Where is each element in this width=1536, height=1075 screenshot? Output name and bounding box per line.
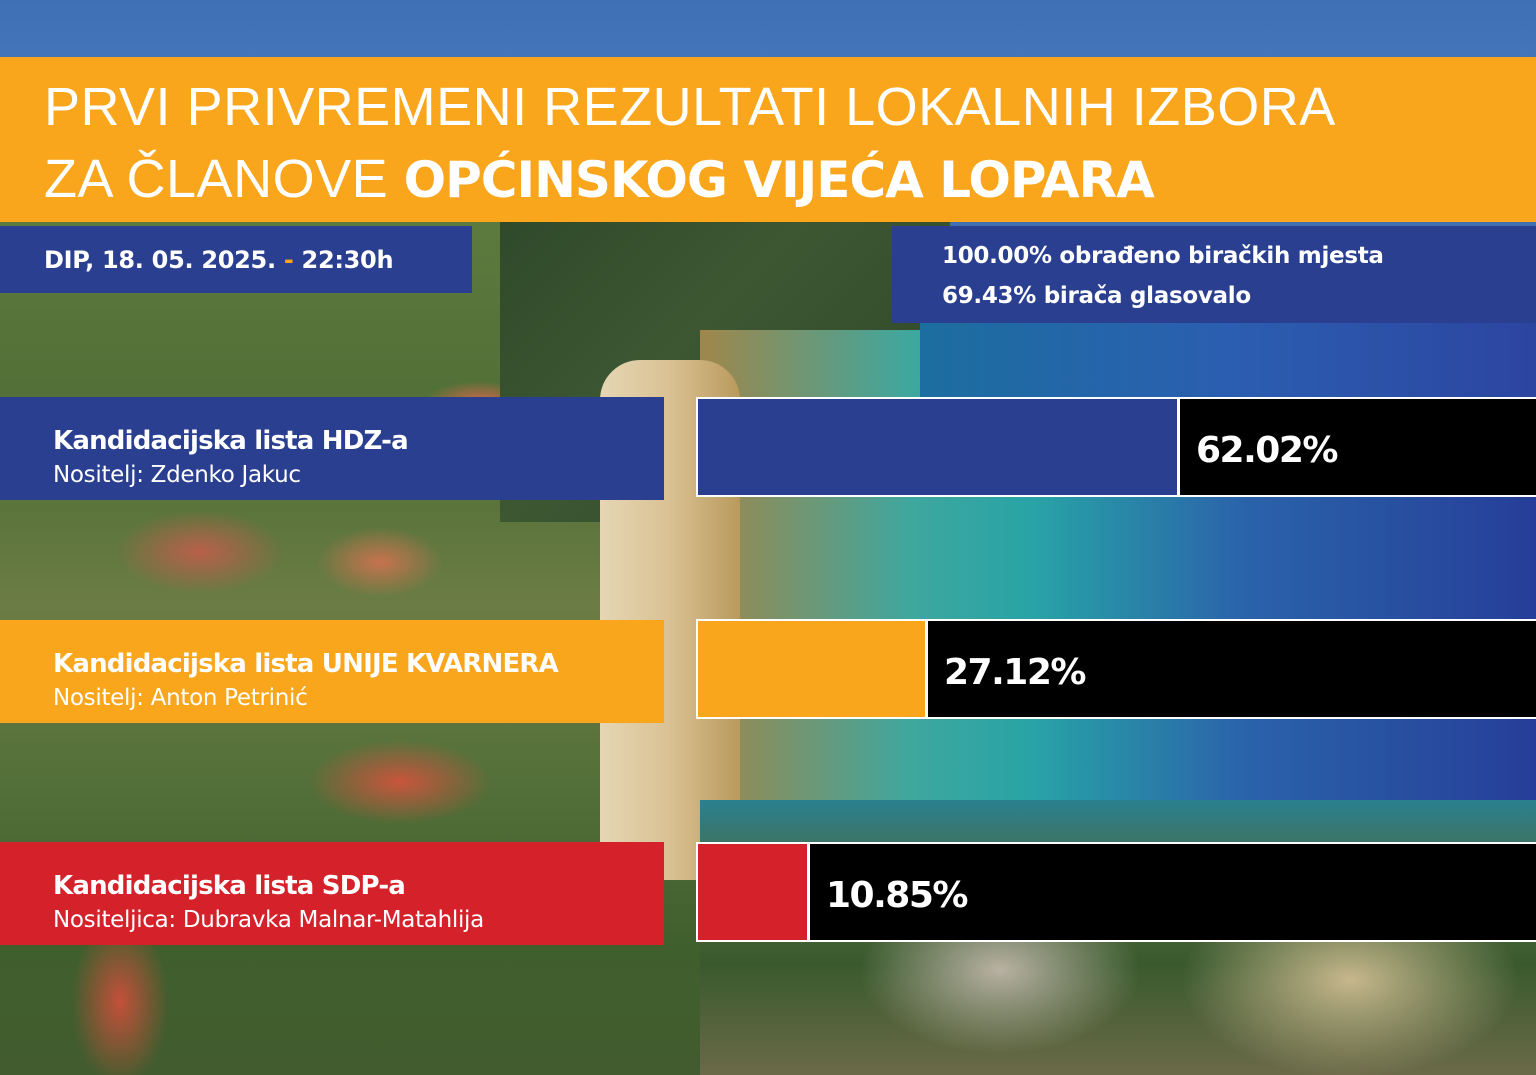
processed-stations-text: 100.00% obrađeno biračkih mjesta [942,243,1384,269]
title-banner: PRVI PRIVREMENI REZULTATI LOKALNIH IZBOR… [0,57,1536,222]
title-line-2: ZA ČLANOVE OPĆINSKOG VIJEĆA LOPARA [44,148,1155,210]
result-label-sdp: Kandidacijska lista SDP-a Nositeljica: D… [0,842,664,945]
percentage-value: 62.02% [1196,429,1338,471]
party-name: Kandidacijska lista HDZ-a [53,426,409,456]
percentage-value: 10.85% [826,874,968,916]
marina-sea-area [920,320,1536,400]
bar-fill [698,621,928,717]
date-separator: - [283,245,294,274]
list-holder: Nositelj: Anton Petrinić [53,685,308,711]
title-line-1: PRVI PRIVREMENI REZULTATI LOKALNIH IZBOR… [44,77,1336,137]
result-bar-hdz: 62.02% [696,397,1536,497]
result-bar-sdp: 10.85% [696,842,1536,942]
bar-fill [698,844,810,940]
date-prefix: DIP, 18. 05. 2025. [44,245,284,274]
result-label-hdz: Kandidacijska lista HDZ-a Nositelj: Zden… [0,397,664,500]
list-holder: Nositeljica: Dubravka Malnar-Matahlija [53,907,484,933]
list-holder: Nositelj: Zdenko Jakuc [53,462,301,488]
turnout-text: 69.43% birača glasovalo [942,283,1251,309]
result-bar-unija-kvarnera: 27.12% [696,619,1536,719]
title-line-2-bold: OPĆINSKOG VIJEĆA LOPARA [403,151,1155,209]
result-label-unija-kvarnera: Kandidacijska lista UNIJE KVARNERA Nosit… [0,620,664,723]
percentage-value: 27.12% [944,651,1086,693]
date-time: 22:30h [293,245,394,274]
party-name: Kandidacijska lista UNIJE KVARNERA [53,649,559,679]
bar-fill [698,399,1180,495]
title-line-2-regular: ZA ČLANOVE [44,149,404,209]
date-time-text: DIP, 18. 05. 2025. - 22:30h [44,245,394,274]
party-name: Kandidacijska lista SDP-a [53,871,406,901]
date-time-box: DIP, 18. 05. 2025. - 22:30h [0,226,472,293]
stats-box: 100.00% obrađeno biračkih mjesta 69.43% … [892,226,1536,323]
